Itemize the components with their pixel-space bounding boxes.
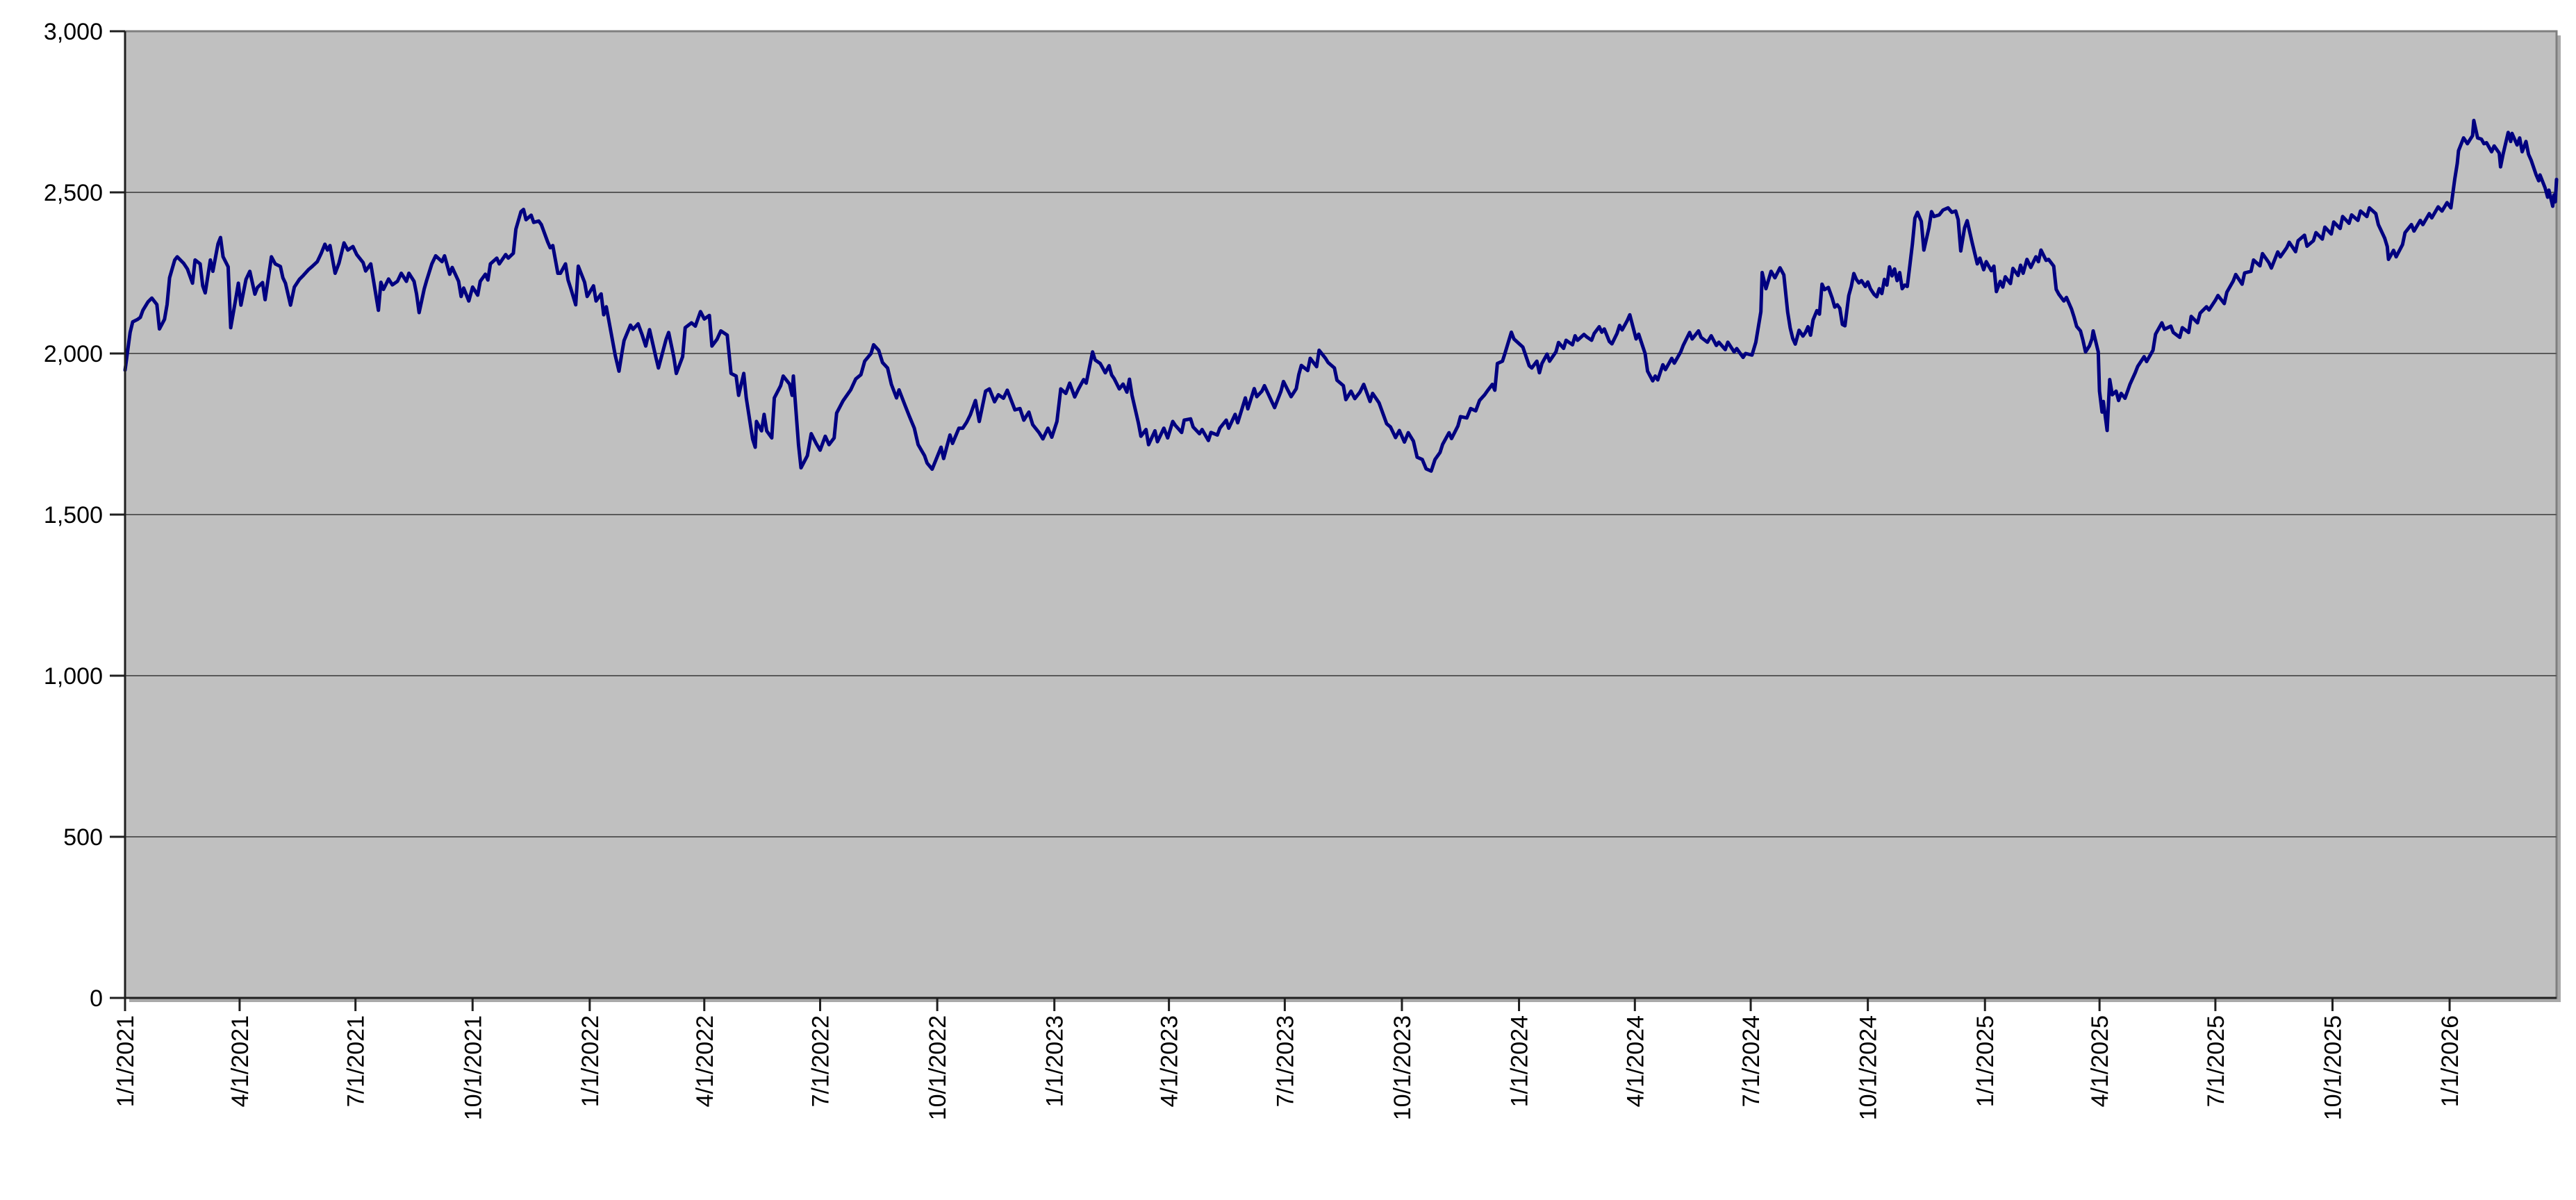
y-tick-label: 2,000 — [44, 341, 103, 367]
x-tick-label: 1/1/2021 — [113, 1015, 139, 1107]
x-tick-label: 1/1/2025 — [1972, 1015, 1999, 1107]
x-tick-label: 1/1/2026 — [2437, 1015, 2463, 1107]
y-tick-label: 500 — [63, 824, 103, 851]
x-tick-label: 7/1/2023 — [1272, 1015, 1298, 1107]
price-line — [123, 119, 2559, 473]
x-tick-label: 4/1/2025 — [2087, 1015, 2113, 1107]
y-tick-label: 1,500 — [44, 502, 103, 528]
x-tick-label: 1/1/2024 — [1507, 1015, 1533, 1107]
y-tick-label: 0 — [90, 985, 103, 1012]
x-tick-label: 10/1/2021 — [460, 1015, 486, 1120]
x-tick-label: 7/1/2021 — [343, 1015, 370, 1107]
x-tick-label: 7/1/2024 — [1738, 1015, 1765, 1107]
x-tick-label: 10/1/2025 — [2320, 1015, 2346, 1120]
x-tick-label: 10/1/2022 — [925, 1015, 951, 1120]
x-tick-label: 4/1/2021 — [227, 1015, 254, 1107]
y-axis-ticks — [110, 30, 125, 999]
y-tick-label: 3,000 — [44, 19, 103, 45]
x-tick-label: 10/1/2023 — [1389, 1015, 1416, 1120]
y-axis-labels: 0 500 1,000 1,500 2,000 2,500 3,000 — [44, 19, 103, 1012]
x-tick-label: 10/1/2024 — [1856, 1015, 1882, 1120]
x-tick-label: 1/1/2022 — [577, 1015, 604, 1107]
y-tick-label: 2,500 — [44, 180, 103, 206]
x-axis-labels: 1/1/2021 4/1/2021 7/1/2021 10/1/2021 1/1/202… — [113, 1015, 2463, 1120]
x-tick-label: 7/1/2025 — [2203, 1015, 2229, 1107]
y-tick-label: 1,000 — [44, 663, 103, 690]
x-tick-label: 7/1/2022 — [808, 1015, 834, 1107]
x-tick-label: 4/1/2022 — [692, 1015, 718, 1107]
x-tick-label: 4/1/2024 — [1622, 1015, 1649, 1107]
x-tick-label: 1/1/2023 — [1042, 1015, 1068, 1107]
x-axis-ticks — [124, 998, 2451, 1011]
x-tick-label: 4/1/2023 — [1157, 1015, 1183, 1107]
